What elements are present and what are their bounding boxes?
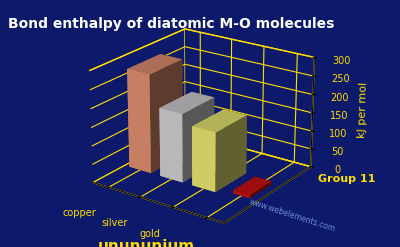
Text: www.webelements.com: www.webelements.com	[248, 198, 336, 234]
Text: Bond enthalpy of diatomic M-O molecules: Bond enthalpy of diatomic M-O molecules	[8, 17, 334, 31]
